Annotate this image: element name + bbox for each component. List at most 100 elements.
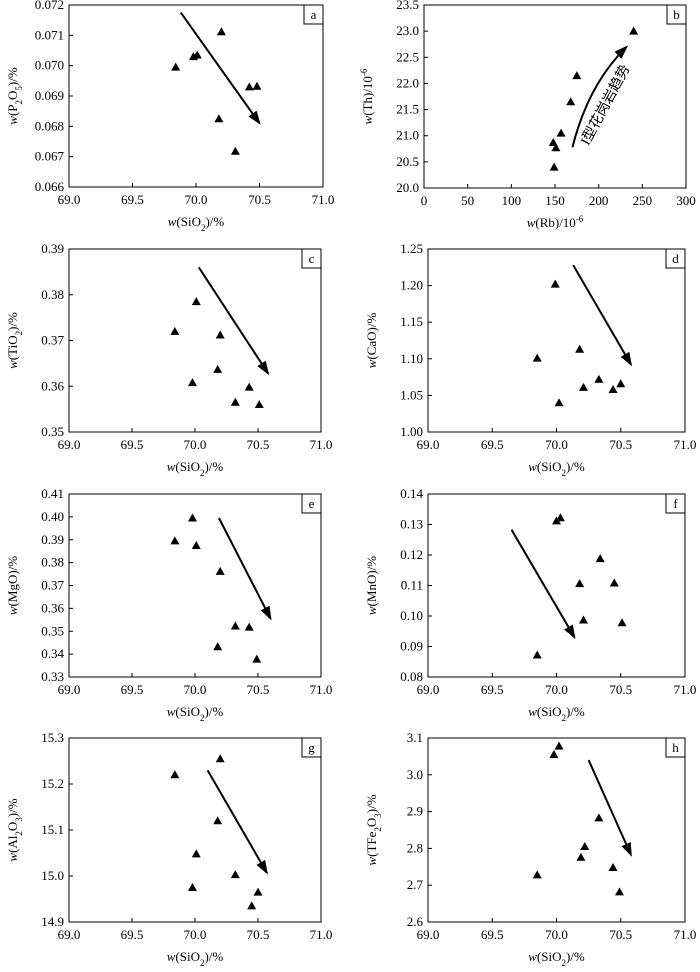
y-tick-label: 22.5 [396,49,419,64]
data-point [187,378,197,387]
x-tick-label: 71.0 [312,192,335,207]
data-point [213,642,223,651]
x-tick-label: 69.5 [121,927,144,942]
data-point [594,374,604,383]
panel-h: 69.0 69.5 70.0 70.5 71.0 2.6 2.7 2.8 2.9 3.0 3.1 w(… [364,730,696,968]
data-point [230,146,240,155]
x-tick-label: 69.0 [417,927,440,942]
data-point [214,114,224,123]
data-point [191,297,201,306]
x-tick-label: 70.0 [545,927,568,942]
data-point [247,901,257,910]
data-point [566,97,576,106]
trend-arrow [510,529,576,640]
x-axis-title: w(SiO2)/% [168,214,225,233]
y-tick-label: 0.14 [400,486,423,501]
data-point [617,618,627,627]
y-tick-label: 0.34 [41,646,64,661]
panel-label-box [301,493,322,514]
y-tick-label: 0.12 [400,547,423,562]
y-axis-title: w(Al2O3)/% [5,798,24,861]
y-tick-label: 20.0 [396,180,419,195]
panel-label: b [673,7,680,22]
panel-a: 69.0 69.5 70.0 70.5 71.0 0.066 0.067 0.068 0.069… [5,0,334,233]
y-tick-label: 0.37 [41,578,64,593]
plot-frame [423,4,687,189]
data-point [554,398,564,407]
data-point [576,852,586,861]
x-tick-label: 69.5 [481,682,504,697]
panel-label: g [308,740,315,755]
panel-label-box [665,493,686,514]
y-tick-label: 0.39 [41,532,64,547]
x-tick-label: 69.0 [58,437,81,452]
panel-c: 69.0 69.5 70.0 70.5 71.0 0.35 0.36 0.37 0.38 0.39… [5,241,332,478]
data-point [191,540,201,549]
x-tick-label: 200 [589,193,609,208]
y-tick-label: 2.9 [407,804,423,819]
data-point [215,330,225,339]
x-axis-title: w(Rb)/10-6 [527,214,584,230]
y-axis-title: w(P2O5)/% [5,67,24,125]
y-tick-label: 0.40 [41,509,64,524]
data-point [575,344,585,353]
panel-label-box [665,248,686,269]
data-point [191,849,201,858]
x-axis-title: w(SiO2)/% [167,459,224,478]
x-tick-label: 69.0 [58,682,81,697]
y-tick-label: 0.072 [35,0,64,12]
data-point [230,621,240,630]
data-point [170,536,180,545]
y-tick-label: 0.11 [401,578,423,593]
panel-label-box [665,737,686,758]
data-point [556,128,566,137]
data-point [608,385,618,394]
data-point [551,143,561,152]
y-tick-label: 0.35 [41,623,64,638]
x-tick-label: 69.5 [121,682,144,697]
y-tick-label: 1.10 [400,351,423,366]
x-tick-label: 69.5 [121,192,144,207]
trend-arrow [587,759,632,857]
y-tick-label: 1.15 [400,314,423,329]
x-tick-label: 69.0 [417,437,440,452]
y-tick-label: 0.33 [41,669,64,684]
y-tick-label: 1.20 [400,278,423,293]
data-point [192,50,202,59]
data-point [555,513,565,522]
y-tick-label: 0.08 [400,669,423,684]
data-point [609,578,619,587]
data-point [187,883,197,891]
y-tick-label: 3.1 [407,730,423,745]
x-tick-label: 150 [545,193,565,208]
panel-label-box [303,4,324,25]
y-tick-label: 2.6 [407,914,424,929]
data-point [608,863,618,872]
plot-frame [427,737,686,923]
data-point [616,379,626,388]
x-axis-title: w(SiO2)/% [528,949,585,968]
plot-frame [68,737,322,923]
data-point [594,813,604,822]
data-point [230,397,240,406]
data-point [554,741,564,750]
y-tick-label: 0.070 [35,58,64,73]
data-point [244,382,254,391]
data-point [629,26,639,35]
x-tick-label: 70.0 [545,682,568,697]
data-point [187,513,197,522]
data-point [230,870,240,879]
y-tick-label: 0.066 [35,179,65,194]
y-axis-title: w(MnO)/% [364,556,379,615]
trend-arrow [179,12,261,125]
x-tick-label: 70.0 [184,927,207,942]
data-point [549,162,559,171]
y-tick-label: 0.10 [400,608,423,623]
data-point [244,622,254,631]
y-tick-label: 15.2 [41,776,64,791]
panel-label-box [301,737,322,758]
x-tick-label: 70.5 [609,927,632,942]
x-tick-label: 70.0 [185,192,208,207]
y-axis-title: w(MgO)/% [5,556,20,615]
data-point [170,326,180,335]
